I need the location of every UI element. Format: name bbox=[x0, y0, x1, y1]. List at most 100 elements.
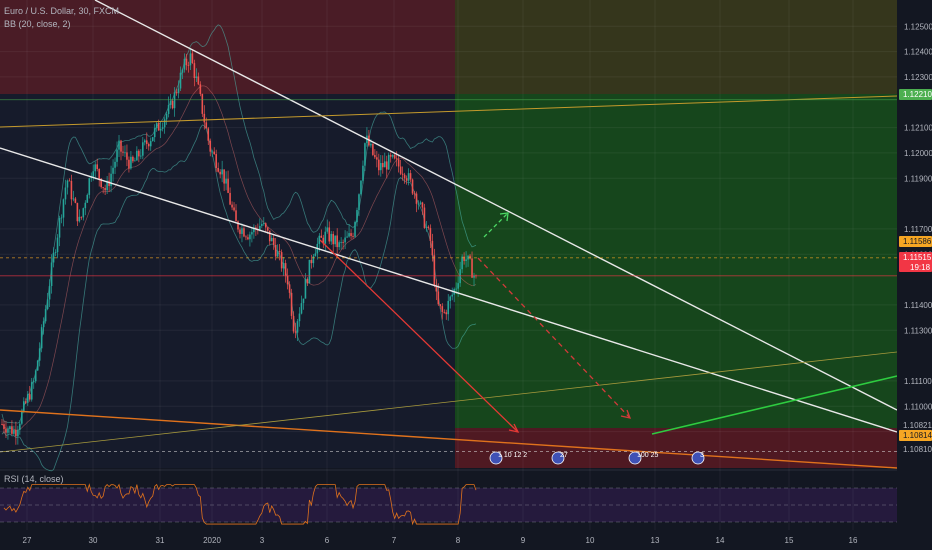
time-axis[interactable]: 27 30 31 2020 3 6 7 8 9 10 13 14 15 16 bbox=[23, 536, 858, 545]
bb-upper bbox=[1, 24, 477, 424]
candle-body bbox=[68, 180, 71, 182]
event-label: 3 bbox=[700, 452, 704, 459]
candle-body bbox=[344, 237, 346, 243]
candle-body bbox=[326, 227, 329, 232]
candle-body bbox=[364, 143, 366, 166]
candle-body bbox=[280, 252, 283, 269]
candle-body bbox=[64, 187, 67, 200]
candle-body bbox=[104, 188, 106, 191]
candle-body bbox=[221, 169, 223, 175]
candle-body bbox=[161, 127, 164, 129]
candle-body bbox=[151, 137, 154, 142]
candle-body bbox=[308, 259, 311, 284]
event-markers[interactable]: 1 10 12 2 27 100 25 3 bbox=[489, 451, 705, 465]
candle-body bbox=[58, 218, 61, 238]
candle-body bbox=[1, 424, 3, 425]
candle-body bbox=[264, 223, 267, 228]
candle-body bbox=[427, 226, 430, 229]
candle-body bbox=[278, 251, 281, 253]
economic-event-marker[interactable]: 3 bbox=[691, 451, 705, 465]
rsi-legend[interactable]: RSI (14, close) bbox=[4, 474, 64, 484]
price-badge bbox=[899, 236, 932, 247]
candle-body bbox=[423, 207, 426, 228]
candle-body bbox=[374, 154, 376, 158]
candle-body bbox=[42, 321, 45, 328]
x-tick-label: 10 bbox=[586, 536, 595, 545]
candle-body bbox=[318, 235, 321, 244]
candle-body bbox=[74, 198, 77, 203]
candle-body bbox=[126, 152, 128, 160]
candle-body bbox=[165, 114, 168, 120]
candle-body bbox=[385, 161, 388, 170]
candle-body bbox=[187, 65, 190, 66]
candle-body bbox=[455, 288, 457, 290]
candle-body bbox=[443, 311, 446, 313]
candle-body bbox=[457, 283, 459, 289]
candle-body bbox=[399, 166, 402, 174]
candle-body bbox=[227, 178, 229, 193]
candle-body bbox=[191, 53, 194, 64]
candle-body bbox=[118, 140, 120, 150]
candle-body bbox=[84, 202, 87, 209]
candle-body bbox=[100, 178, 102, 188]
price-badge bbox=[899, 444, 932, 455]
x-tick-label: 16 bbox=[849, 536, 858, 545]
event-flag-icon bbox=[551, 451, 565, 465]
candle-body bbox=[72, 198, 75, 200]
candle-body bbox=[380, 163, 382, 171]
economic-event-marker[interactable]: 1 10 12 2 bbox=[489, 451, 527, 465]
candle-body bbox=[30, 382, 33, 400]
candle-body bbox=[286, 275, 289, 285]
candle-body bbox=[233, 207, 235, 211]
price-badge-value: 1.11515 bbox=[903, 253, 932, 262]
bb-legend[interactable]: BB (20, close, 2) bbox=[4, 19, 71, 29]
candle-body bbox=[229, 192, 231, 205]
price-badge bbox=[899, 252, 932, 272]
candle-body bbox=[445, 312, 448, 315]
candle-body bbox=[167, 104, 170, 115]
candle-body bbox=[124, 152, 126, 154]
candle-body bbox=[24, 401, 27, 403]
candle-body bbox=[372, 143, 374, 155]
candle-body bbox=[102, 187, 104, 189]
candle-body bbox=[149, 141, 152, 147]
candle-body bbox=[231, 204, 233, 208]
economic-event-marker[interactable]: 27 bbox=[551, 451, 568, 465]
candle-body bbox=[86, 194, 89, 203]
candle-body bbox=[36, 360, 39, 371]
candle-body bbox=[415, 193, 418, 204]
candle-body bbox=[62, 199, 65, 218]
candle-body bbox=[266, 227, 269, 231]
candle-body bbox=[28, 394, 31, 400]
candle-body bbox=[320, 235, 323, 238]
candle-body bbox=[143, 140, 146, 143]
candle-body bbox=[387, 154, 390, 170]
y-tick-label: 1.11900 bbox=[904, 174, 932, 183]
candle-body bbox=[171, 100, 174, 109]
candle-body bbox=[356, 210, 358, 223]
horizontal-levels bbox=[0, 99, 897, 453]
economic-event-marker[interactable]: 100 25 bbox=[628, 451, 659, 465]
symbol-legend[interactable]: Euro / U.S. Dollar, 30, FXCM bbox=[4, 6, 120, 16]
candle-body bbox=[17, 429, 19, 437]
candle-body bbox=[185, 58, 188, 66]
candle-body bbox=[239, 229, 241, 234]
candle-body bbox=[354, 222, 356, 237]
candle-body bbox=[336, 235, 338, 248]
candle-body bbox=[395, 158, 398, 160]
candle-body bbox=[425, 226, 428, 228]
event-flag-icon bbox=[691, 451, 705, 465]
candle-body bbox=[391, 155, 394, 157]
candle-body bbox=[276, 251, 279, 257]
candle-body bbox=[413, 193, 416, 195]
trendline-orange-top bbox=[0, 95, 898, 128]
price-badge-value: 1.10821 bbox=[903, 421, 932, 430]
candle-body bbox=[324, 231, 327, 244]
candle-body bbox=[120, 140, 122, 152]
candle-body bbox=[397, 159, 400, 167]
candle-body bbox=[130, 156, 132, 169]
candle-body bbox=[270, 238, 273, 242]
candle-body bbox=[142, 142, 144, 156]
candle-body bbox=[50, 262, 53, 287]
